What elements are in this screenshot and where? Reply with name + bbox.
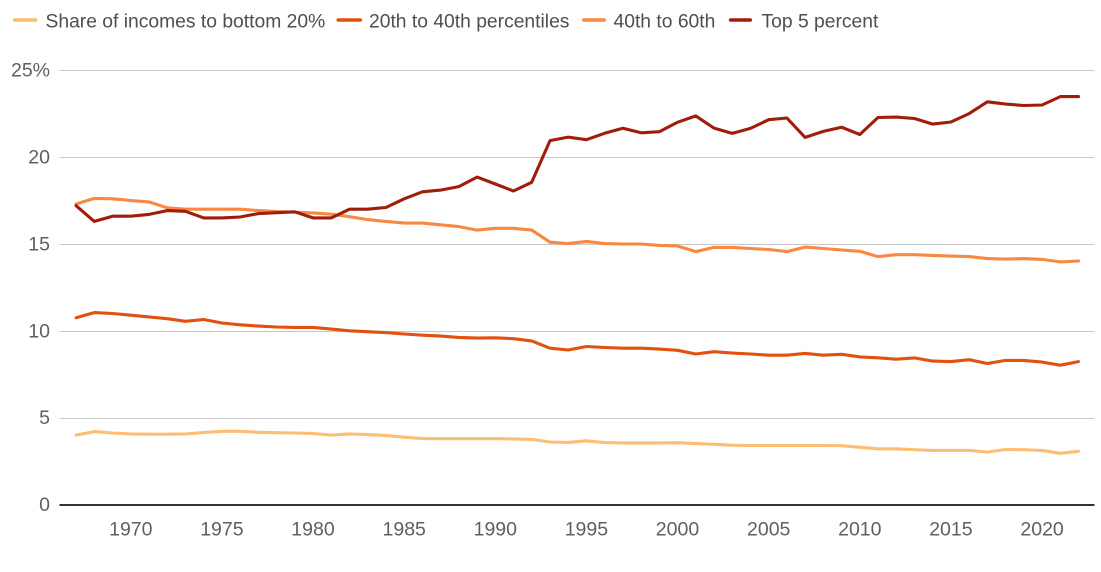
svg-text:2020: 2020: [1020, 519, 1064, 541]
svg-text:2010: 2010: [838, 519, 882, 541]
svg-text:2015: 2015: [929, 519, 973, 541]
svg-text:1995: 1995: [565, 519, 609, 541]
svg-text:1990: 1990: [474, 519, 518, 541]
svg-text:40th to 60th: 40th to 60th: [614, 12, 716, 33]
svg-text:5: 5: [39, 407, 50, 429]
svg-text:20: 20: [28, 147, 50, 169]
svg-text:20th to 40th percentiles: 20th to 40th percentiles: [369, 12, 569, 33]
svg-text:25%: 25%: [11, 60, 50, 82]
svg-text:10: 10: [28, 320, 50, 342]
svg-text:2005: 2005: [747, 519, 791, 541]
svg-text:15: 15: [28, 234, 50, 256]
svg-text:1975: 1975: [200, 519, 244, 541]
svg-text:1980: 1980: [291, 519, 335, 541]
svg-text:0: 0: [39, 494, 50, 516]
svg-text:Top 5 percent: Top 5 percent: [762, 12, 879, 33]
svg-text:Share of incomes to bottom 20%: Share of incomes to bottom 20%: [46, 12, 326, 33]
svg-text:1970: 1970: [109, 519, 153, 541]
svg-text:2000: 2000: [656, 519, 700, 541]
svg-text:1985: 1985: [383, 519, 427, 541]
